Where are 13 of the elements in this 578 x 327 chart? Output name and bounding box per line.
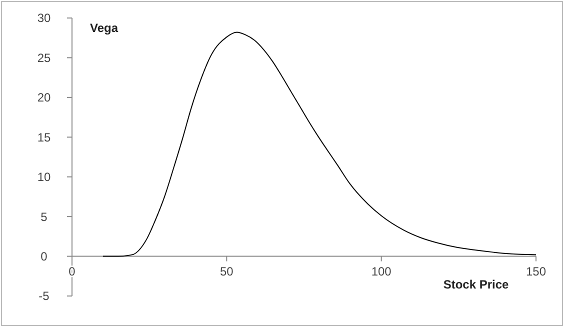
y-tick-label: 20 <box>37 90 51 105</box>
x-tick-label: 100 <box>371 264 392 278</box>
y-tick-label: 30 <box>37 11 51 26</box>
x-tick-label: 50 <box>220 264 234 278</box>
y-axis-title: Vega <box>90 21 118 35</box>
x-axis-title: Stock Price <box>443 277 510 292</box>
y-tick-label: 0 <box>40 249 48 264</box>
x-tick-label: 150 <box>526 264 546 278</box>
y-tick-label: 5 <box>40 210 48 224</box>
y-tick-label: 15 <box>37 130 51 144</box>
y-tick-label: 10 <box>37 170 51 184</box>
y-tick-label: -5 <box>38 289 50 304</box>
y-tick-label: 25 <box>37 50 51 65</box>
